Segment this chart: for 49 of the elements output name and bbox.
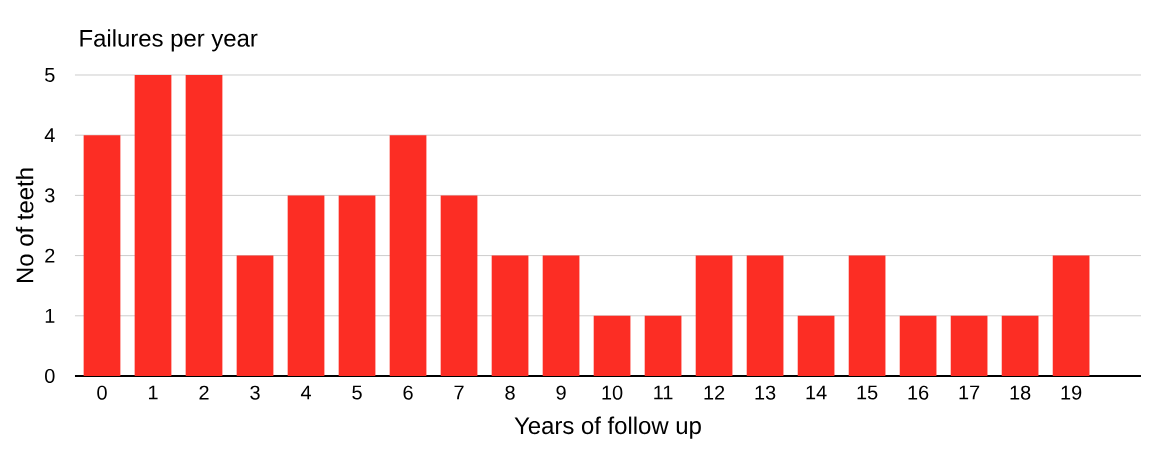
y-tick-label: 5 bbox=[45, 68, 55, 82]
x-tick-label: 13 bbox=[755, 385, 776, 400]
bar bbox=[1052, 255, 1090, 376]
bar bbox=[797, 315, 835, 376]
bar bbox=[848, 255, 886, 376]
x-tick-label: 6 bbox=[403, 385, 413, 400]
x-tick-label: 8 bbox=[505, 385, 515, 400]
bar bbox=[185, 74, 223, 376]
x-tick-label: 11 bbox=[654, 385, 673, 400]
chart-title: Failures per year bbox=[80, 29, 258, 52]
x-tick-label: 3 bbox=[250, 385, 260, 400]
y-tick-label: 2 bbox=[45, 248, 55, 263]
bar bbox=[236, 255, 274, 376]
bar bbox=[542, 255, 580, 376]
bar bbox=[83, 135, 121, 376]
bar bbox=[695, 255, 733, 376]
bar bbox=[287, 195, 325, 376]
bar bbox=[746, 255, 784, 376]
x-tick-label: 10 bbox=[602, 385, 623, 400]
x-tick-label: 15 bbox=[857, 385, 878, 400]
bar bbox=[1001, 315, 1039, 376]
x-tick-label: 5 bbox=[352, 385, 362, 400]
bar bbox=[899, 315, 937, 376]
x-axis-title: Years of follow up bbox=[514, 416, 701, 439]
x-tick-label: 14 bbox=[806, 385, 827, 400]
x-tick-label: 17 bbox=[959, 385, 980, 400]
x-tick-label: 4 bbox=[300, 385, 311, 400]
x-tick-label: 2 bbox=[199, 385, 209, 400]
bar bbox=[134, 74, 172, 376]
y-axis-title: No of teeth bbox=[15, 168, 34, 282]
bar bbox=[644, 315, 682, 376]
bar bbox=[491, 255, 529, 376]
bar bbox=[440, 195, 478, 376]
y-tick-label: 3 bbox=[45, 188, 55, 203]
x-tick-label: 16 bbox=[908, 385, 929, 400]
bar bbox=[389, 135, 427, 376]
y-tick-label: 1 bbox=[45, 308, 55, 323]
bar bbox=[338, 195, 376, 376]
bar bbox=[950, 315, 988, 376]
x-tick-label: 7 bbox=[454, 385, 464, 400]
x-tick-label: 18 bbox=[1010, 385, 1031, 400]
x-tick-label: 19 bbox=[1061, 385, 1082, 400]
x-tick-label: 9 bbox=[556, 385, 566, 400]
y-tick-label: 4 bbox=[44, 128, 55, 143]
x-tick-label: 1 bbox=[148, 385, 158, 400]
bar bbox=[593, 315, 631, 376]
y-tick-label: 0 bbox=[45, 368, 55, 384]
x-tick-label: 0 bbox=[97, 385, 107, 400]
x-tick-label: 12 bbox=[704, 385, 725, 400]
